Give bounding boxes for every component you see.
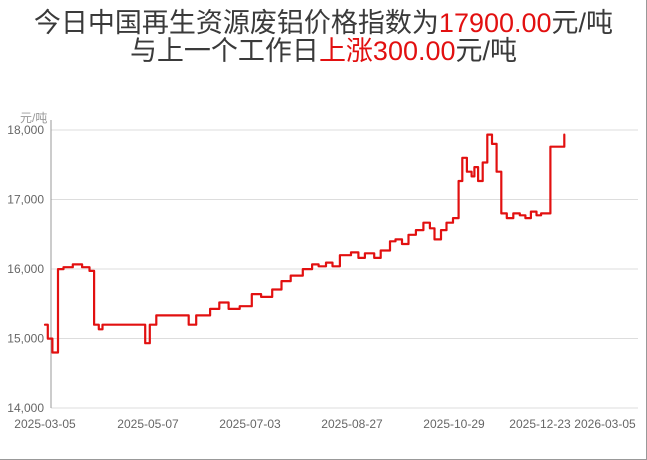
- svg-text:18,000: 18,000: [7, 123, 44, 137]
- svg-text:14,000: 14,000: [7, 401, 44, 415]
- svg-text:2026-03-05: 2026-03-05: [574, 417, 636, 431]
- svg-text:2025-08-27: 2025-08-27: [321, 417, 383, 431]
- svg-text:2025-12-23: 2025-12-23: [509, 417, 571, 431]
- svg-text:2025-07-03: 2025-07-03: [219, 417, 281, 431]
- svg-text:17,000: 17,000: [7, 193, 44, 207]
- svg-text:元/吨: 元/吨: [20, 111, 47, 125]
- svg-text:15,000: 15,000: [7, 332, 44, 346]
- svg-text:2025-03-05: 2025-03-05: [14, 417, 76, 431]
- svg-text:16,000: 16,000: [7, 262, 44, 276]
- svg-text:2025-10-29: 2025-10-29: [423, 417, 485, 431]
- svg-text:2025-05-07: 2025-05-07: [117, 417, 179, 431]
